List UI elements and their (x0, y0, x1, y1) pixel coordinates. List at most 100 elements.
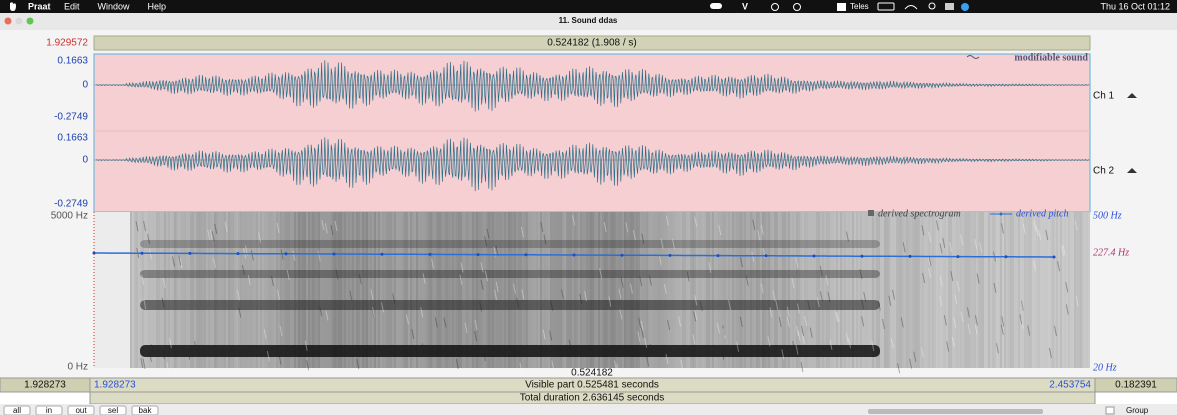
menu-item[interactable]: Help (148, 1, 167, 11)
spectrogram-column (766, 212, 768, 368)
close-button[interactable] (5, 18, 12, 25)
spectrogram-column (130, 212, 132, 368)
spectrogram-column (934, 212, 936, 368)
spectrogram-column (572, 212, 574, 368)
spectrogram-column (948, 212, 950, 368)
spectrogram-column (152, 212, 154, 368)
spectrogram-column (518, 212, 520, 368)
spectrogram-column (324, 212, 326, 368)
spectrogram-column (144, 212, 146, 368)
spectrogram-column (198, 212, 200, 368)
spectrogram-column (760, 212, 762, 368)
spectrogram-column (226, 212, 228, 368)
spectrogram-column (164, 212, 166, 368)
spectrogram-column (624, 212, 626, 368)
spectrogram-column (314, 212, 316, 368)
pitch-dot (1005, 255, 1008, 258)
spectrogram-column (896, 212, 898, 368)
clock[interactable]: Thu 16 Oct 01:12 (1100, 1, 1170, 11)
channel-name[interactable]: Ch 2 (1093, 166, 1115, 177)
spectrogram-column (472, 212, 474, 368)
spectrogram-column (978, 212, 980, 368)
spectrogram-column (338, 212, 340, 368)
spectrogram-column (266, 212, 268, 368)
spectrogram-column (414, 212, 416, 368)
spectrogram-column (982, 212, 984, 368)
spectrogram-column (1072, 212, 1074, 368)
group-checkbox[interactable] (1106, 407, 1114, 414)
spectrogram-column (710, 212, 712, 368)
spectrogram-column (844, 212, 846, 368)
spectrogram-column (1024, 212, 1026, 368)
spectrogram-column (260, 212, 262, 368)
spectrogram-column (558, 212, 560, 368)
spectrogram-column (510, 212, 512, 368)
zoom-button[interactable] (27, 18, 34, 25)
spectrogram-column (248, 212, 250, 368)
spectrogram-column (352, 212, 354, 368)
minimize-button[interactable] (16, 18, 23, 25)
app-menu[interactable]: Praat (28, 1, 51, 11)
spectrogram-column (882, 212, 884, 368)
spectrogram-column (348, 212, 350, 368)
spectrogram-column (452, 212, 454, 368)
spectrogram-column (888, 212, 890, 368)
pitch-dot (237, 252, 240, 255)
v-icon[interactable]: V (742, 1, 748, 11)
spectrogram-column (602, 212, 604, 368)
spectrogram-column (938, 212, 940, 368)
spectrogram-column (456, 212, 458, 368)
control-icon[interactable] (945, 3, 954, 10)
pitch-value: 227.4 Hz (1093, 247, 1129, 258)
spectrogram-column (424, 212, 426, 368)
spectrogram-column (914, 212, 916, 368)
spectrogram-column (600, 212, 602, 368)
sound-area[interactable] (94, 54, 1090, 212)
spectrogram-column (272, 212, 274, 368)
spectrogram-column (974, 212, 976, 368)
spectrogram-column (920, 212, 922, 368)
spectrogram-column (480, 212, 482, 368)
spectrogram-column (516, 212, 518, 368)
visible-start: 1.928273 (94, 380, 136, 391)
scrollbar[interactable] (868, 409, 1043, 414)
siri-icon[interactable] (961, 3, 969, 11)
spectrogram-column (864, 212, 866, 368)
amplitude-max: 0.1663 (57, 133, 88, 144)
spectrogram-column (778, 212, 780, 368)
teles-icon[interactable] (837, 3, 846, 11)
spectrogram-column (1014, 212, 1016, 368)
spectrogram-column (268, 212, 270, 368)
spectrogram-column (528, 212, 530, 368)
spectrogram-column (748, 212, 750, 368)
spectrogram-column (972, 212, 974, 368)
spectrogram-column (578, 212, 580, 368)
spectrogram-column (936, 212, 938, 368)
spectrogram-column (954, 212, 956, 368)
spectrogram-column (966, 212, 968, 368)
spectrogram-column (1020, 212, 1022, 368)
pitch-dot (957, 255, 960, 258)
spectrogram-column (652, 212, 654, 368)
spectrogram-column (698, 212, 700, 368)
spectrogram-column (838, 212, 840, 368)
spectrogram-column (332, 212, 334, 368)
spectrogram-column (856, 212, 858, 368)
pitch-dot (669, 254, 672, 257)
spectrogram-column (732, 212, 734, 368)
spectrogram-column (450, 212, 452, 368)
spectrogram-column (1056, 212, 1058, 368)
spectrogram-column (218, 212, 220, 368)
spectrogram-column (962, 212, 964, 368)
menu-item[interactable]: Window (98, 1, 131, 11)
amplitude-zero: 0 (82, 155, 88, 166)
button-label: in (46, 406, 52, 415)
menu-item[interactable]: Edit (64, 1, 80, 11)
teles-label[interactable]: Teles (850, 2, 869, 11)
spectrogram-column (912, 212, 914, 368)
channel-name[interactable]: Ch 1 (1093, 91, 1115, 102)
cloud-icon[interactable] (710, 3, 722, 9)
spectrogram-column (426, 212, 428, 368)
spectrogram-column (310, 212, 312, 368)
spectrogram-column (970, 212, 972, 368)
